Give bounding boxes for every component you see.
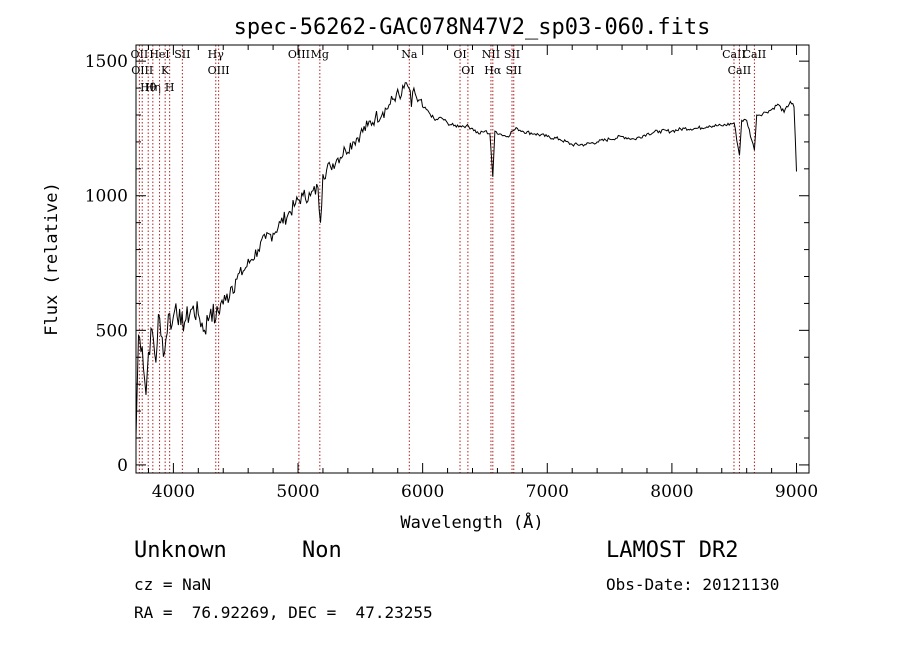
line-marker-label-4: HeI: [149, 48, 169, 61]
x-axis: 4000 5000 6000 7000 8000 9000: [147, 45, 818, 502]
line-marker-label-14: OI: [461, 64, 474, 77]
line-marker-label-1: OIII: [131, 64, 153, 77]
plot-frame: [135, 44, 810, 474]
x-tick-label-4: 8000: [650, 482, 693, 502]
coordinates-text: RA = 76.92269, DEC = 47.23255: [134, 603, 433, 622]
y-tick-label-3: 1500: [85, 52, 128, 72]
line-marker-label-12: Na: [401, 48, 418, 61]
line-marker-label-16: Hα: [484, 64, 502, 77]
spectrum-series: [135, 82, 797, 439]
line-marker-label-5: K: [161, 64, 170, 77]
line-marker-label-9: OIII: [208, 64, 230, 77]
chart-title: spec-56262-GAC078N47V2_sp03-060.fits: [234, 15, 711, 40]
line-marker-label-8: Hγ: [208, 48, 225, 61]
line-marker-label-20: CaII: [728, 64, 752, 77]
spectrum-line-0: [135, 82, 797, 439]
x-tick-label-0: 4000: [152, 482, 195, 502]
survey-name: LAMOST DR2: [606, 538, 739, 563]
line-marker-label-21: CaII: [743, 48, 767, 61]
spectral-subclass: Non: [302, 538, 342, 563]
y-tick-label-0: 0: [117, 456, 128, 476]
redshift-text: cz = NaN: [134, 575, 212, 594]
x-tick-label-3: 7000: [526, 482, 569, 502]
x-tick-label-2: 6000: [401, 482, 444, 502]
y-axis-label: Flux (relative): [42, 182, 62, 336]
line-marker-label-6: H: [165, 81, 175, 94]
x-axis-label: Wavelength (Å): [400, 511, 543, 533]
line-marker-label-19: CaII: [722, 48, 746, 61]
line-marker-label-0: OII: [131, 48, 149, 61]
x-tick-label-5: 9000: [775, 482, 818, 502]
y-tick-label-1: 500: [96, 321, 128, 341]
observation-date: Obs-Date: 20121130: [606, 575, 780, 594]
line-marker-label-7: SII: [174, 48, 190, 61]
line-marker-label-13: OI: [453, 48, 466, 61]
y-axis: 0 500 1000 1500: [85, 52, 809, 476]
line-marker-label-3: Hη: [145, 81, 161, 94]
spectral-class: Unknown: [134, 538, 227, 563]
line-marker-label-11: Mg: [311, 48, 329, 61]
line-marker-label-15: NII: [482, 48, 500, 61]
line-marker-label-10: OIII: [288, 48, 310, 61]
line-marker-label-17: SII: [504, 48, 520, 61]
x-tick-label-1: 5000: [276, 482, 319, 502]
line-marker-label-18: SII: [506, 64, 522, 77]
y-tick-label-2: 1000: [85, 187, 128, 207]
